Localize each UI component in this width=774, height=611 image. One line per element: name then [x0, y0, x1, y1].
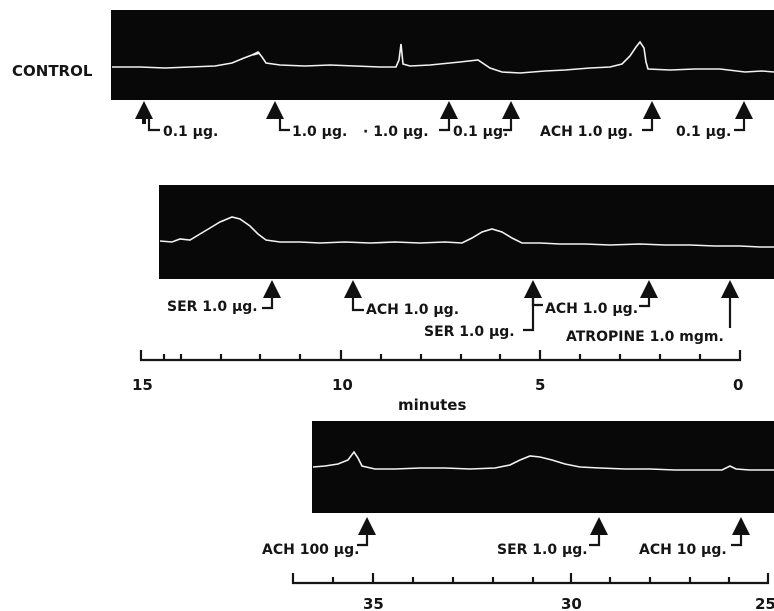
injection-arrow	[735, 101, 753, 119]
dose-label: 0.1 μg.	[453, 124, 508, 140]
injection-arrow	[263, 280, 281, 298]
injection-arrow	[732, 517, 750, 535]
dose-label: ACH 1.0 μg.	[545, 301, 638, 317]
dose-label: 0.1 μg.	[163, 124, 218, 140]
trace-panel-middle	[159, 185, 774, 279]
dose-bracket	[357, 534, 369, 547]
control-label: CONTROL	[12, 62, 93, 80]
dose-label: ATROPINE 1.0 mgm.	[566, 329, 724, 345]
injection-arrow	[358, 517, 376, 535]
injection-arrow	[721, 280, 739, 298]
dose-label: 1.0 μg.	[292, 124, 347, 140]
trace-line-middle	[159, 216, 774, 248]
axis-tick-label: 35	[363, 595, 384, 611]
dose-label: SER 1.0 μg.	[497, 542, 588, 558]
dose-bracket	[523, 297, 535, 332]
axis-tick-label: 25	[755, 595, 774, 611]
time-axis-minutes	[139, 350, 742, 362]
injection-arrow	[640, 280, 658, 298]
trace-panel-bottom	[312, 421, 774, 513]
dose-bracket	[278, 118, 290, 132]
dose-label: SER 1.0 μg.	[424, 324, 515, 340]
dose-bracket	[531, 297, 543, 307]
injection-arrow	[135, 101, 153, 119]
trace-panel-control	[111, 10, 774, 100]
dose-bracket	[589, 534, 601, 547]
injection-arrow	[266, 101, 284, 119]
axis-tick-label: 30	[561, 595, 582, 611]
dose-bracket	[731, 534, 743, 547]
dose-label: ACH 10 μg.	[639, 542, 727, 558]
dose-bracket	[639, 297, 651, 308]
injection-arrow	[440, 101, 458, 119]
injection-arrow	[524, 280, 542, 298]
injection-arrow	[344, 280, 362, 298]
dose-bracket	[439, 118, 451, 132]
dose-label: ACH 1.0 μg.	[540, 124, 633, 140]
dose-label: ACH 100 μg.	[262, 542, 359, 558]
axis-tick-label: 0	[733, 376, 743, 394]
dose-bracket	[503, 118, 513, 132]
axis-tick-label: 15	[132, 376, 153, 394]
axis-tick-label: 10	[332, 376, 353, 394]
injection-arrow	[590, 517, 608, 535]
axis-tick-label: 5	[535, 376, 545, 394]
trace-line-bottom	[312, 450, 774, 471]
trace-noise-control	[252, 52, 261, 56]
dose-bracket	[262, 297, 274, 310]
injection-arrow	[142, 118, 146, 124]
injection-arrow	[502, 101, 520, 119]
axis-title: minutes	[398, 396, 466, 414]
dose-bracket	[351, 297, 364, 312]
dose-bracket	[642, 118, 654, 132]
dose-bracket	[734, 118, 746, 132]
dose-label: · 1.0 μg.	[363, 124, 429, 140]
time-axis-bottom	[291, 573, 770, 585]
injection-arrow	[643, 101, 661, 119]
dose-label: ACH 1.0 μg.	[366, 302, 459, 318]
dose-bracket	[147, 118, 160, 132]
dose-label: SER 1.0 μg.	[167, 299, 258, 315]
dose-label: 0.1 μg.	[676, 124, 731, 140]
